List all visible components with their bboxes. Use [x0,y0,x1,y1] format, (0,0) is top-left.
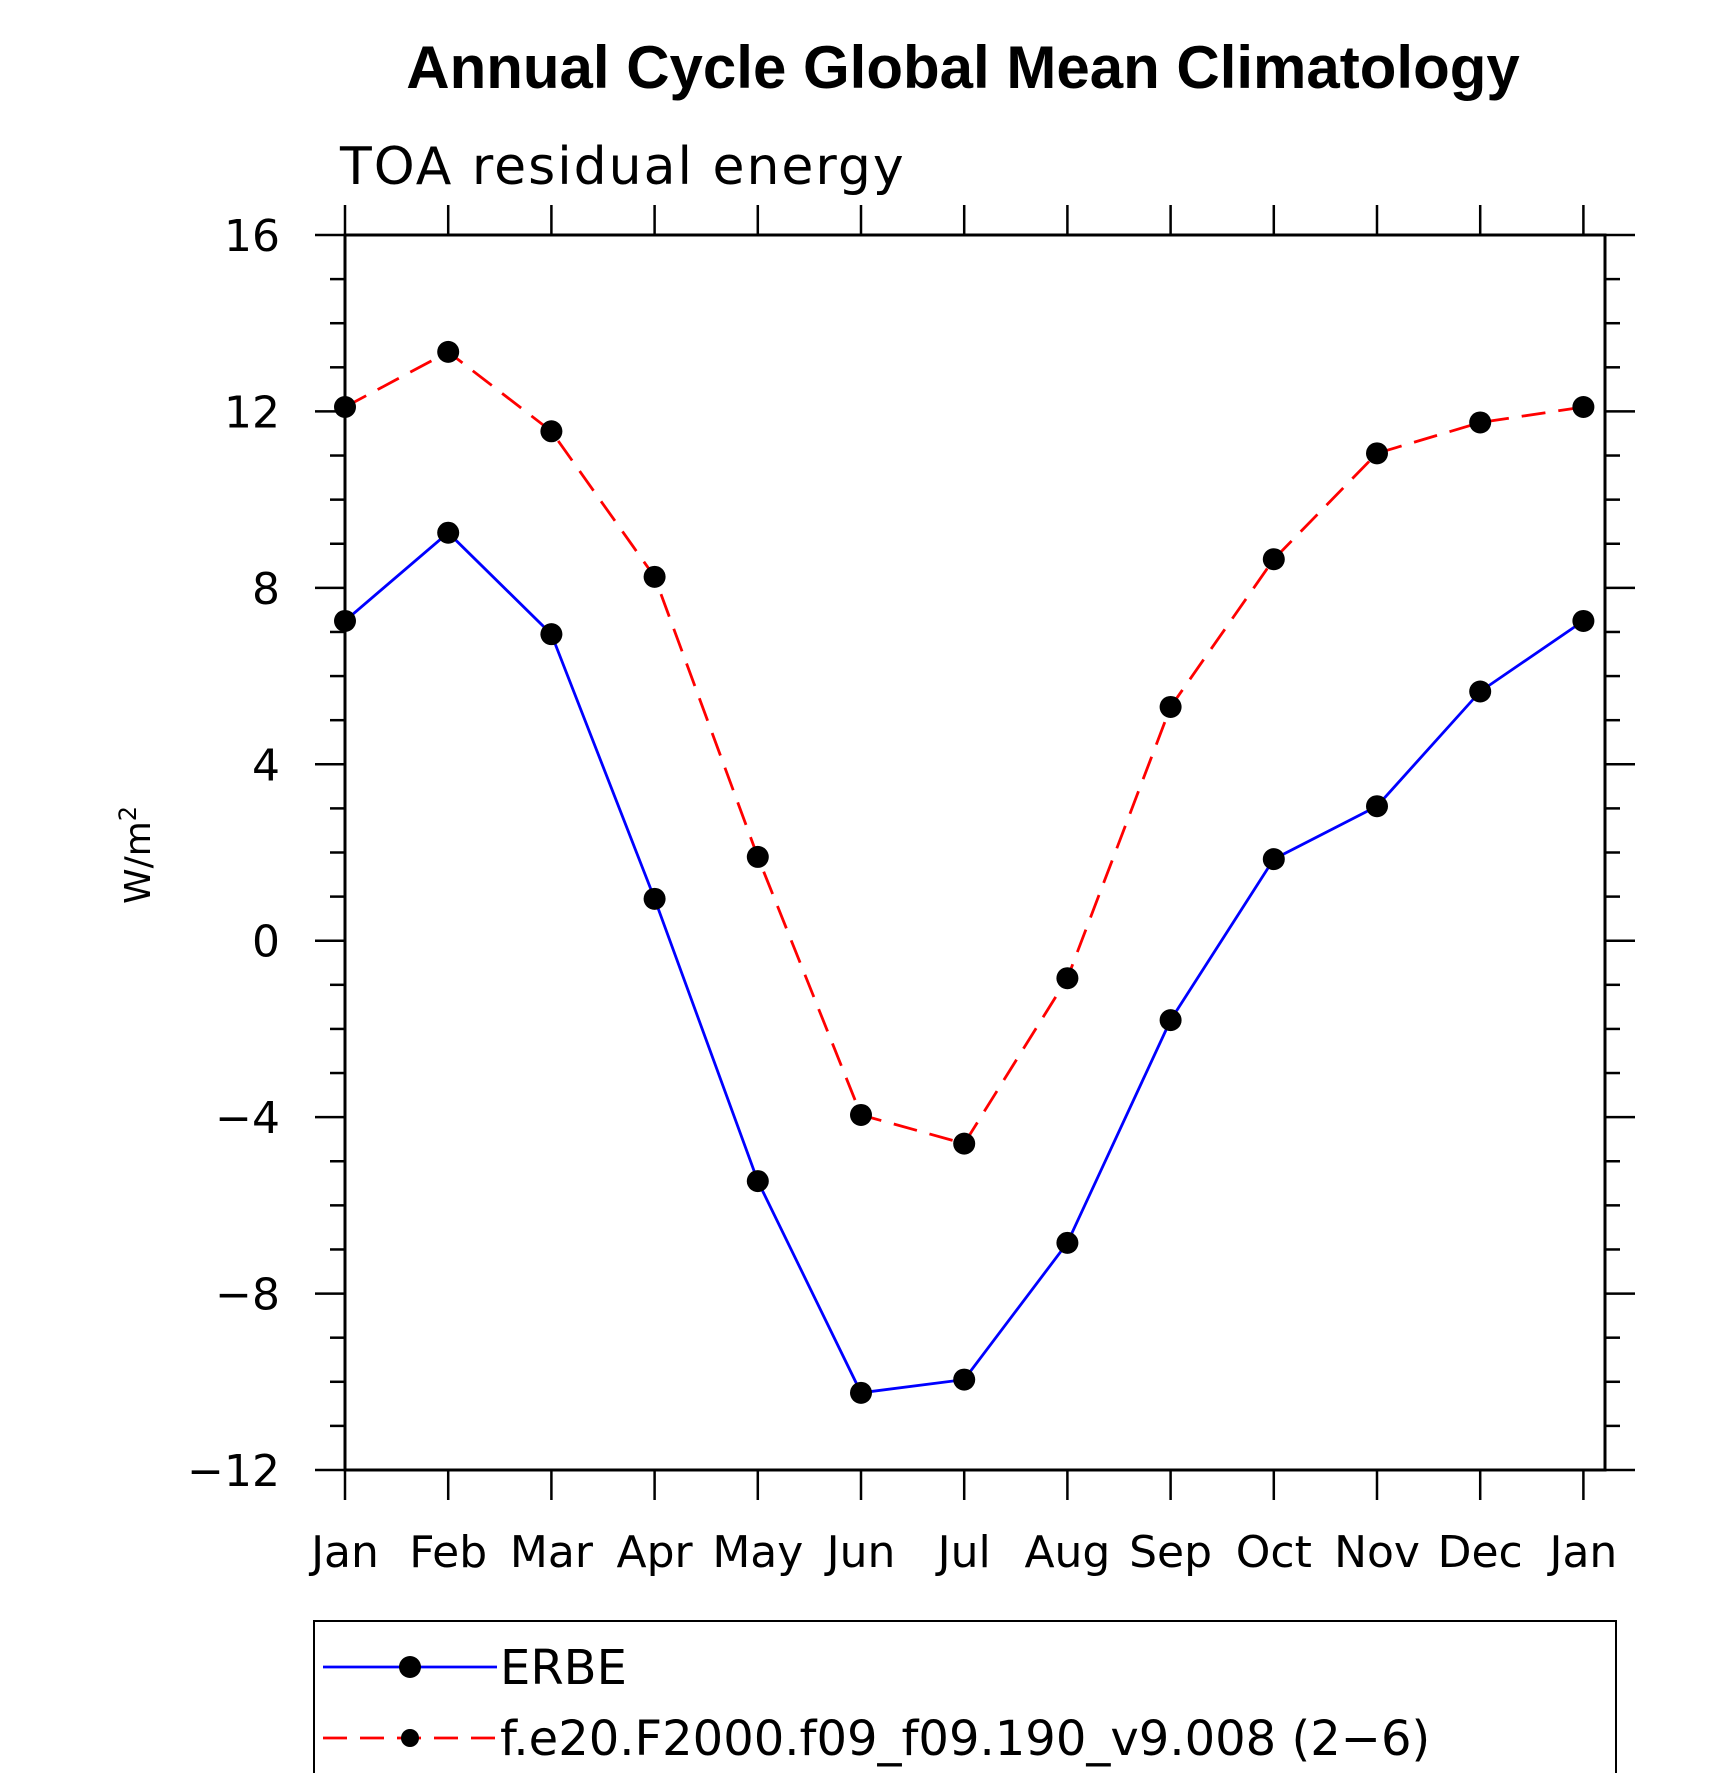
data-point [437,340,460,363]
data-point [746,845,769,868]
data-point [1159,695,1182,718]
legend-marker [401,1729,419,1747]
y-ticks [315,233,1635,1472]
x-tick-label: Nov [1334,1527,1420,1578]
series-lines [344,350,1585,1395]
x-tick-label: Jun [824,1527,896,1578]
x-tick-label: May [712,1527,803,1578]
x-tick-labels: Jan Feb Mar Apr May Jun Jul Aug Sep Oct Nov Dec Jan [308,1527,1617,1578]
data-point [540,420,563,443]
data-point [1366,442,1388,465]
data-point [1572,609,1595,632]
x-tick-label: Jul [935,1527,991,1578]
data-point [643,565,666,588]
x-tick-label: Mar [510,1527,594,1578]
legend-box [313,1620,1617,1773]
x-ticks [343,205,1585,1500]
x-tick-label: Apr [617,1527,694,1578]
series-line-1 [344,350,1584,1146]
data-point [1366,795,1388,818]
y-tick-label: −12 [187,1446,280,1497]
data-point [540,623,563,646]
y-tick-label: 16 [224,211,280,262]
y-tick-label: −4 [215,1093,280,1144]
x-tick-label: Oct [1236,1527,1312,1578]
x-tick-label: Jan [308,1527,379,1578]
x-tick-label: Jan [1546,1527,1617,1578]
data-point [437,521,460,544]
y-tick-label: 12 [224,387,280,438]
legend-items: ERBE f.e20.F2000.f09_f09.190_v9.008 (2−6) [323,1640,1430,1767]
x-tick-label: Dec [1438,1527,1523,1578]
data-point [1056,967,1079,990]
data-point [850,1103,872,1126]
data-point [746,1170,769,1193]
x-tick-label: Feb [409,1527,487,1578]
legend-label: f.e20.F2000.f09_f09.190_v9.008 (2−6) [500,1711,1430,1767]
data-point [1262,848,1285,871]
y-tick-label: 8 [252,564,280,615]
data-point [1262,548,1285,571]
chart-subtitle: TOA residual energy [339,137,906,197]
legend-marker [399,1656,421,1678]
y-axis-label: W/m2 [114,806,159,904]
plot-frame [343,233,1607,1472]
x-tick-label: Sep [1129,1527,1212,1578]
y-tick-label: −8 [215,1270,280,1321]
x-tick-label: Aug [1024,1527,1110,1578]
series-line-0 [344,530,1585,1395]
data-point [643,887,666,910]
data-point [1572,396,1595,419]
y-tick-labels: −12 −8 −4 0 4 8 12 16 [187,211,280,1497]
data-point [850,1381,872,1404]
data-point [1469,411,1492,434]
series-points [334,340,1595,1404]
data-point [953,1132,976,1155]
y-tick-label: 4 [252,740,280,791]
data-point [1159,1009,1182,1032]
data-point [1469,680,1492,703]
y-tick-label: 0 [252,917,280,968]
data-point [953,1368,976,1391]
data-point [1056,1231,1079,1254]
legend: ERBE f.e20.F2000.f09_f09.190_v9.008 (2−6) [313,1620,1617,1773]
legend-label: ERBE [500,1640,627,1696]
chart-title: Annual Cycle Global Mean Climatology [406,34,1520,101]
